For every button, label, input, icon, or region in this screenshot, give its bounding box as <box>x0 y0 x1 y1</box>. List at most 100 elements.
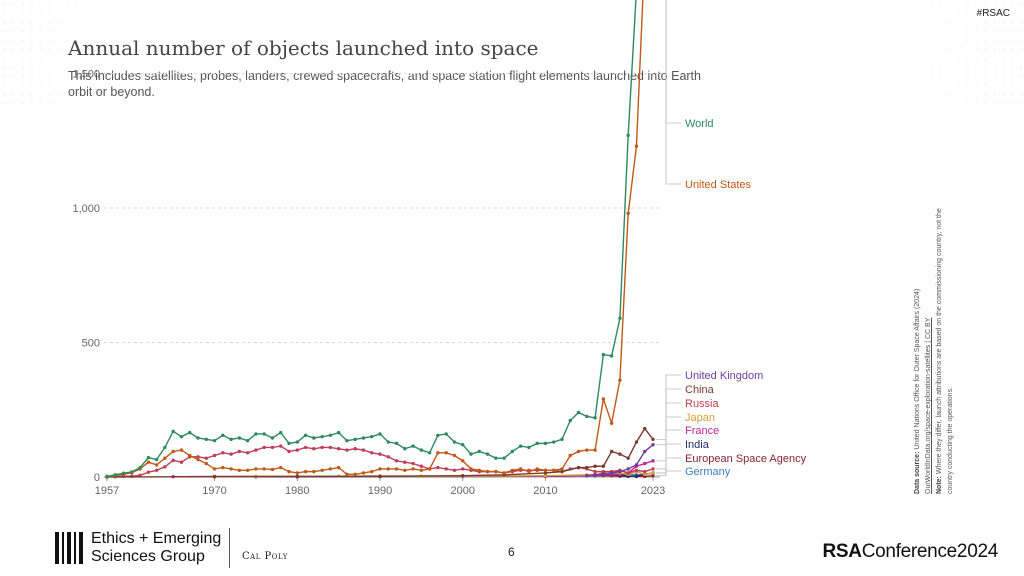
data-point <box>254 448 258 452</box>
x-tick-label: 2010 <box>533 485 557 497</box>
school-logo-text: Cal Poly <box>242 551 288 562</box>
data-point <box>585 414 589 419</box>
data-point <box>626 456 630 460</box>
data-point <box>485 469 490 474</box>
data-point <box>171 429 175 433</box>
data-point <box>452 468 457 472</box>
data-point <box>353 437 357 442</box>
series-line <box>106 427 654 478</box>
data-point <box>312 469 316 474</box>
data-point <box>171 458 175 463</box>
ethics-logo-bars-icon <box>55 532 83 564</box>
data-point <box>469 467 473 471</box>
data-point <box>353 447 357 451</box>
data-point <box>196 457 200 462</box>
data-point <box>361 448 366 452</box>
data-point <box>643 461 647 466</box>
data-point <box>651 473 655 478</box>
data-point <box>287 441 291 446</box>
chart-subtitle: This includes satellites, probes, lander… <box>68 69 701 99</box>
data-point <box>634 468 639 472</box>
data-point <box>370 434 374 439</box>
data-point <box>336 465 341 470</box>
data-point <box>303 445 308 450</box>
conference-year: 2024 <box>956 541 998 562</box>
x-tick-label: 1990 <box>368 485 392 497</box>
data-point <box>345 438 349 443</box>
data-point <box>320 434 324 439</box>
data-point <box>436 465 440 470</box>
data-point <box>609 471 614 475</box>
data-point <box>262 432 266 436</box>
data-point <box>163 465 167 469</box>
data-point <box>254 467 258 471</box>
series-line <box>106 0 644 478</box>
chart-title: Annual number of objects launched into s… <box>68 36 539 60</box>
org-name-line1: Ethics + Emerging <box>91 530 222 547</box>
data-point <box>221 433 225 438</box>
data-point <box>618 469 622 474</box>
data-point <box>601 469 606 474</box>
data-point <box>618 316 622 320</box>
data-point <box>287 469 291 474</box>
data-point <box>403 460 407 464</box>
x-tick-label: 2000 <box>450 485 474 497</box>
x-tick-label: 2023 <box>641 485 665 497</box>
data-point <box>452 440 457 444</box>
data-point <box>444 451 448 455</box>
data-point <box>634 463 639 467</box>
source-link[interactable]: OurWorldInData.org/space-exploration-sat… <box>925 317 932 494</box>
x-tick-label: 1980 <box>285 485 309 497</box>
data-point <box>651 471 655 475</box>
data-source-note: Data source: United Nations Office for O… <box>912 204 956 494</box>
logo-divider <box>229 528 231 568</box>
data-point <box>576 465 581 470</box>
data-point <box>279 465 283 470</box>
data-point <box>204 437 208 442</box>
data-point <box>403 447 407 451</box>
data-point <box>461 459 465 463</box>
data-point <box>394 459 399 463</box>
data-point <box>576 410 581 415</box>
data-point <box>411 467 415 471</box>
data-point <box>312 447 316 451</box>
data-point <box>279 430 283 435</box>
legend-connector <box>656 388 681 440</box>
legend-label: United Kingdom <box>685 370 763 382</box>
data-point <box>651 459 655 463</box>
data-point <box>510 449 515 454</box>
data-point <box>378 432 382 436</box>
data-point <box>527 445 531 450</box>
data-point <box>179 460 184 464</box>
data-point <box>585 465 589 470</box>
data-point <box>270 436 275 440</box>
data-point <box>643 472 647 477</box>
data-point <box>485 452 490 456</box>
data-point <box>651 437 655 442</box>
x-tick-label: 1970 <box>202 485 226 497</box>
data-point <box>626 211 630 216</box>
data-point <box>560 437 564 442</box>
data-point <box>262 445 266 450</box>
series-line <box>106 445 654 478</box>
data-point <box>427 467 432 471</box>
data-point <box>601 464 606 468</box>
data-point <box>593 469 597 474</box>
data-point <box>171 449 175 454</box>
data-point <box>609 354 614 358</box>
legend-connector <box>665 0 681 124</box>
data-point <box>643 469 647 474</box>
data-point <box>312 436 316 440</box>
data-point <box>204 456 208 460</box>
legend-label: Japan <box>685 412 715 424</box>
data-point <box>245 438 250 443</box>
data-point <box>245 468 250 472</box>
data-point <box>477 468 481 472</box>
data-point <box>212 438 217 443</box>
legend-label: European Space Agency <box>685 453 807 465</box>
data-point <box>113 473 117 477</box>
data-point <box>576 449 581 454</box>
data-point <box>543 471 548 475</box>
data-point <box>444 432 448 436</box>
data-point <box>593 473 597 477</box>
